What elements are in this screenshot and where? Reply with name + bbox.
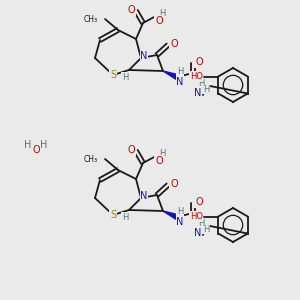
Text: O: O [32, 145, 40, 155]
Text: O: O [127, 145, 135, 155]
Text: N: N [140, 191, 148, 201]
Text: HO: HO [190, 212, 203, 221]
Text: H: H [122, 212, 128, 221]
Text: H: H [122, 73, 128, 82]
Text: H: H [198, 218, 204, 227]
Text: N: N [140, 51, 148, 61]
Text: O: O [155, 16, 163, 26]
Text: H: H [198, 79, 204, 88]
Text: H: H [24, 140, 32, 150]
Text: O: O [127, 5, 135, 15]
Text: S: S [110, 210, 116, 220]
Text: N: N [194, 228, 202, 238]
Text: H: H [203, 224, 209, 233]
Polygon shape [163, 211, 178, 219]
Text: HO: HO [190, 72, 203, 81]
Text: CH₃: CH₃ [84, 14, 98, 23]
Text: O: O [195, 197, 203, 207]
Text: H: H [40, 140, 48, 150]
Text: O: O [170, 39, 178, 49]
Text: H: H [159, 8, 165, 17]
Text: O: O [195, 57, 203, 67]
Text: H: H [177, 208, 183, 217]
Text: O: O [155, 156, 163, 166]
Text: CH₃: CH₃ [84, 154, 98, 164]
Text: O: O [170, 179, 178, 189]
Polygon shape [163, 71, 178, 79]
Text: N: N [176, 77, 184, 87]
Text: S: S [110, 70, 116, 80]
Text: H: H [203, 85, 209, 94]
Text: N: N [176, 217, 184, 227]
Text: N: N [194, 88, 202, 98]
Text: H: H [159, 148, 165, 158]
Text: H: H [177, 68, 183, 76]
